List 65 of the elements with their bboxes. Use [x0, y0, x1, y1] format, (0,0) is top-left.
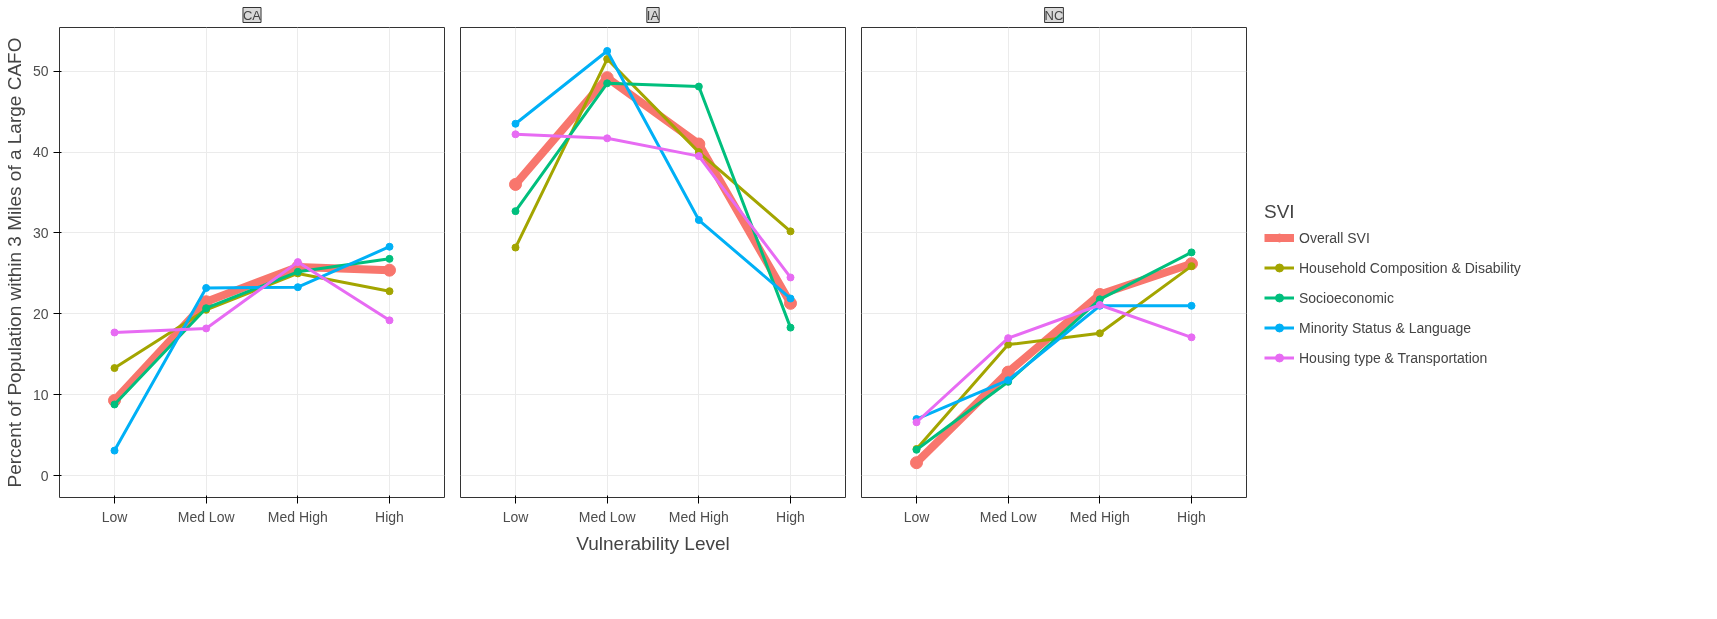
y-tick-label: 30 [32, 224, 49, 241]
point [1004, 340, 1013, 349]
point [202, 283, 211, 292]
point [385, 287, 394, 296]
chart-title: CA [242, 7, 262, 23]
x-tick-label: High [1177, 508, 1206, 525]
x-axis-title: Vulnerability Level [576, 532, 730, 554]
point [786, 323, 795, 332]
x-tick-label: Med High [267, 508, 328, 525]
point [1095, 329, 1104, 338]
point [1187, 333, 1196, 342]
point [511, 243, 520, 252]
point [110, 446, 119, 455]
x-tick-label: Low [502, 508, 530, 525]
point [202, 324, 211, 333]
y-tick-label: 20 [32, 305, 49, 322]
point [1187, 248, 1196, 257]
x-tick-label: Low [903, 508, 931, 525]
point [694, 216, 703, 225]
point [603, 134, 612, 143]
point [786, 273, 795, 282]
x-tick-label: Med High [668, 508, 729, 525]
legend-title: SVI [1264, 200, 1296, 223]
y-tick-label: 10 [32, 386, 49, 403]
point [293, 258, 302, 267]
point [511, 207, 520, 216]
y-axis-title: Percent of Population within 3 Miles of a Large CAFO [3, 37, 25, 488]
chart-title: IA [646, 7, 660, 23]
x-tick-label: Low [101, 508, 129, 525]
point [293, 283, 302, 292]
y-tick-label: 40 [32, 144, 49, 161]
point [110, 328, 119, 337]
legend-label: Household Composition & Disability [1299, 259, 1521, 276]
point [383, 263, 396, 277]
x-tick-label: High [375, 508, 404, 525]
chart-title: NC [1044, 7, 1064, 23]
point [694, 152, 703, 161]
point [511, 119, 520, 128]
point [385, 254, 394, 263]
point [786, 227, 795, 236]
legend-label: Socioeconomic [1299, 289, 1394, 306]
legend-label: Minority Status & Language [1299, 319, 1471, 336]
point [110, 400, 119, 409]
x-tick-label: Med Low [177, 508, 236, 525]
y-tick-label: 50 [32, 63, 49, 80]
point [786, 294, 795, 303]
x-tick-label: Med High [1069, 508, 1130, 525]
point [603, 79, 612, 88]
point [1004, 334, 1013, 343]
x-tick-label: Med Low [578, 508, 637, 525]
legend-label: Overall SVI [1299, 229, 1370, 246]
x-tick-label: Med Low [979, 508, 1038, 525]
point [910, 456, 923, 470]
point [694, 82, 703, 91]
legend-label: Housing type & Transportation [1299, 349, 1488, 366]
x-tick-label: High [776, 508, 805, 525]
y-tick-label: 0 [40, 467, 49, 484]
point [110, 364, 119, 373]
point [385, 242, 394, 251]
point [603, 46, 612, 55]
point [912, 418, 921, 427]
point [511, 130, 520, 139]
point [385, 316, 394, 325]
point [1187, 301, 1196, 310]
point [509, 177, 522, 191]
